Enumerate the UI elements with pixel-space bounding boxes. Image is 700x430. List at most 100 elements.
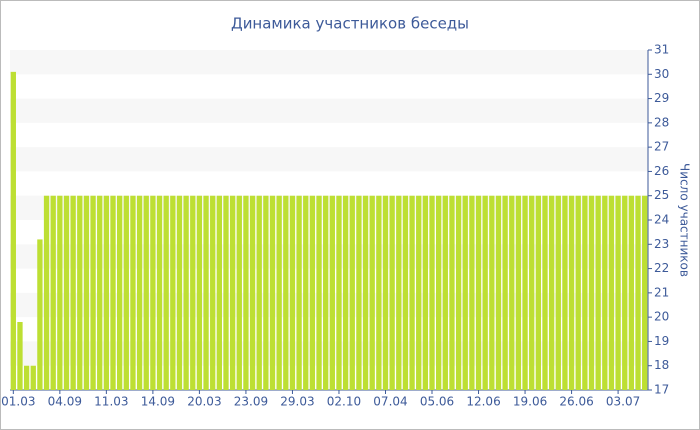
x-tick-label: 12.06 <box>466 395 500 409</box>
grid-band <box>10 98 648 123</box>
bar <box>150 195 156 390</box>
bar <box>482 195 488 390</box>
bar <box>83 195 90 390</box>
bar <box>602 195 608 390</box>
y-tick-label: 25 <box>654 188 669 202</box>
bar <box>342 195 349 390</box>
bar <box>608 195 615 390</box>
bar <box>196 195 203 390</box>
bar <box>575 195 581 390</box>
bar <box>542 195 548 390</box>
bar <box>535 195 542 390</box>
bar <box>582 195 588 390</box>
x-tick-label: 19.06 <box>513 395 547 409</box>
bar <box>376 195 382 390</box>
bar <box>236 195 242 390</box>
bar <box>522 195 528 390</box>
bar <box>455 195 462 390</box>
bar <box>356 195 362 390</box>
bar <box>515 195 522 390</box>
bar <box>615 195 621 390</box>
bar <box>77 195 83 390</box>
bar <box>210 195 216 390</box>
x-tick-label: 03.07 <box>606 395 640 409</box>
bar <box>23 365 30 390</box>
bar <box>622 195 628 390</box>
x-tick-label: 07.04 <box>373 395 407 409</box>
bar <box>243 195 249 390</box>
bar <box>216 195 223 390</box>
bar <box>303 195 309 390</box>
bar <box>529 195 535 390</box>
y-tick-label: 28 <box>654 115 669 129</box>
y-tick-label: 23 <box>654 237 669 251</box>
x-tick-label: 05.06 <box>420 395 454 409</box>
bar <box>203 195 209 390</box>
y-tick-label: 27 <box>654 140 669 154</box>
y-tick-label: 17 <box>654 383 669 397</box>
bar <box>296 195 302 390</box>
bar <box>30 365 36 390</box>
bar <box>10 71 16 390</box>
bar <box>256 195 262 390</box>
bar <box>110 195 116 390</box>
y-tick-label: 31 <box>654 43 669 57</box>
bar <box>402 195 409 390</box>
bar <box>442 195 448 390</box>
bar <box>336 195 342 390</box>
bar <box>116 195 123 390</box>
bar <box>509 195 515 390</box>
bar <box>595 195 601 390</box>
grid-band <box>10 244 648 269</box>
bar <box>130 195 136 390</box>
bar <box>97 195 103 390</box>
bar <box>163 195 169 390</box>
bar <box>568 195 575 390</box>
y-axis-label: Число участников <box>678 163 692 277</box>
bar <box>90 195 96 390</box>
bar <box>276 195 282 390</box>
bar <box>170 195 176 390</box>
bar <box>316 195 322 390</box>
bar <box>422 195 429 390</box>
bar <box>249 195 256 390</box>
bar <box>469 195 475 390</box>
bar <box>183 195 189 390</box>
bar <box>57 195 63 390</box>
bar <box>475 195 482 390</box>
bar <box>588 195 595 390</box>
y-tick-label: 18 <box>654 358 669 372</box>
bar <box>642 195 648 390</box>
bar <box>37 239 43 390</box>
bar <box>628 195 635 390</box>
bar <box>323 195 329 390</box>
bar <box>143 195 149 390</box>
bar <box>555 195 561 390</box>
bar <box>176 195 183 390</box>
bar <box>263 195 269 390</box>
bar <box>416 195 422 390</box>
grid-band <box>10 292 648 318</box>
x-tick-label: 04.09 <box>48 395 82 409</box>
bar <box>123 195 129 390</box>
x-tick-label: 20.03 <box>187 395 221 409</box>
bar <box>635 195 641 390</box>
bar <box>382 195 389 390</box>
grid-band <box>10 50 648 75</box>
grid-band <box>10 195 648 220</box>
bar <box>136 195 143 390</box>
x-tick-label: 01.03 <box>1 395 35 409</box>
x-tick-label: 29.03 <box>280 395 314 409</box>
grid-band <box>10 341 648 366</box>
bar <box>548 195 555 390</box>
bar <box>435 195 442 390</box>
bar <box>283 195 289 390</box>
y-tick-label: 26 <box>654 164 669 178</box>
bar <box>449 195 455 390</box>
y-tick-label: 30 <box>654 67 669 81</box>
bar <box>349 195 355 390</box>
bar <box>156 195 163 390</box>
bar <box>409 195 415 390</box>
bar <box>429 195 435 390</box>
y-tick-label: 29 <box>654 91 669 105</box>
